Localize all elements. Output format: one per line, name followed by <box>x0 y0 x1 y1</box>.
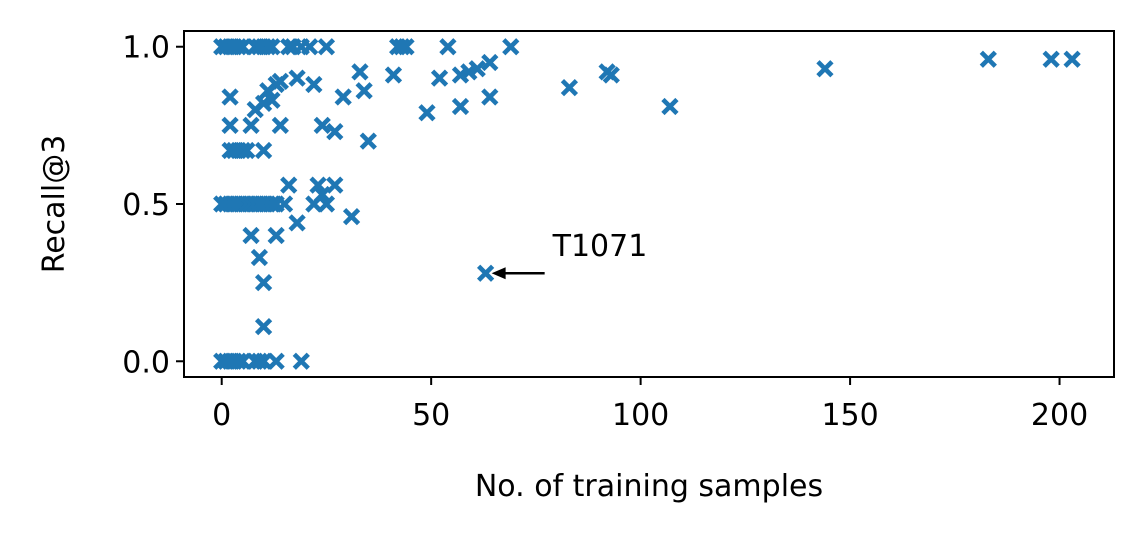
data-point <box>280 176 298 194</box>
x-axis-title: No. of training samples <box>475 469 823 504</box>
marker-layer <box>213 38 1081 370</box>
data-point <box>317 38 336 56</box>
data-point <box>234 141 252 160</box>
data-point <box>221 88 239 106</box>
y-tick-label: 0.0 <box>122 345 170 380</box>
data-point <box>661 97 679 116</box>
data-point <box>221 116 239 134</box>
data-point <box>267 226 285 245</box>
data-point <box>254 141 273 160</box>
data-point <box>263 91 281 109</box>
x-tick-label: 50 <box>412 398 450 433</box>
data-point <box>418 104 436 122</box>
data-point <box>259 38 277 56</box>
data-point <box>334 88 352 106</box>
x-tick-label: 200 <box>1031 398 1088 433</box>
data-point <box>1042 50 1060 68</box>
x-tick-label: 0 <box>212 398 231 433</box>
data-point <box>288 214 306 232</box>
data-point <box>271 116 289 134</box>
data-point <box>816 60 834 78</box>
data-point <box>481 88 499 106</box>
data-point <box>250 352 269 370</box>
data-point <box>430 69 449 87</box>
data-point <box>229 38 248 56</box>
y-tick-label: 1.0 <box>122 31 170 66</box>
y-axis: 0.0 0.5 1.0 <box>122 31 184 380</box>
data-point <box>313 185 331 204</box>
data-point <box>393 38 411 56</box>
data-point <box>397 38 415 56</box>
x-axis: 0 50 100 150 200 <box>212 377 1088 433</box>
y-tick-label: 0.5 <box>122 188 170 223</box>
x-tick-label: 100 <box>612 398 669 433</box>
data-point <box>305 75 323 94</box>
data-point <box>242 226 260 245</box>
data-point <box>301 38 319 56</box>
data-point <box>238 141 256 160</box>
y-axis-title: Recall@3 <box>37 135 72 274</box>
data-point <box>275 195 294 213</box>
data-point <box>254 274 273 292</box>
data-point <box>1063 50 1081 68</box>
data-point <box>292 352 310 370</box>
data-point <box>502 38 520 56</box>
annotation-layer: T1071 <box>491 229 648 280</box>
data-point <box>468 60 486 78</box>
data-point <box>317 195 336 213</box>
data-point <box>476 264 495 282</box>
annotation-label: T1071 <box>552 229 648 264</box>
data-point <box>309 176 327 194</box>
data-point <box>250 248 269 267</box>
data-point <box>313 116 331 134</box>
data-point <box>439 38 457 56</box>
data-point <box>326 123 344 141</box>
data-point <box>351 63 369 81</box>
data-point <box>342 207 361 226</box>
data-point <box>288 69 306 87</box>
data-point <box>384 66 403 84</box>
data-point <box>263 38 281 56</box>
data-point <box>359 132 377 150</box>
annotation-arrowhead <box>491 267 506 280</box>
data-point <box>229 352 248 370</box>
data-point <box>267 352 285 370</box>
data-point <box>242 116 260 134</box>
data-point <box>254 318 273 336</box>
x-tick-label: 150 <box>821 398 878 433</box>
data-point <box>602 66 620 84</box>
data-point <box>355 82 373 100</box>
data-point <box>979 50 997 68</box>
data-point <box>451 97 470 116</box>
data-point <box>560 78 579 97</box>
data-point <box>271 72 289 90</box>
data-point <box>481 53 499 72</box>
